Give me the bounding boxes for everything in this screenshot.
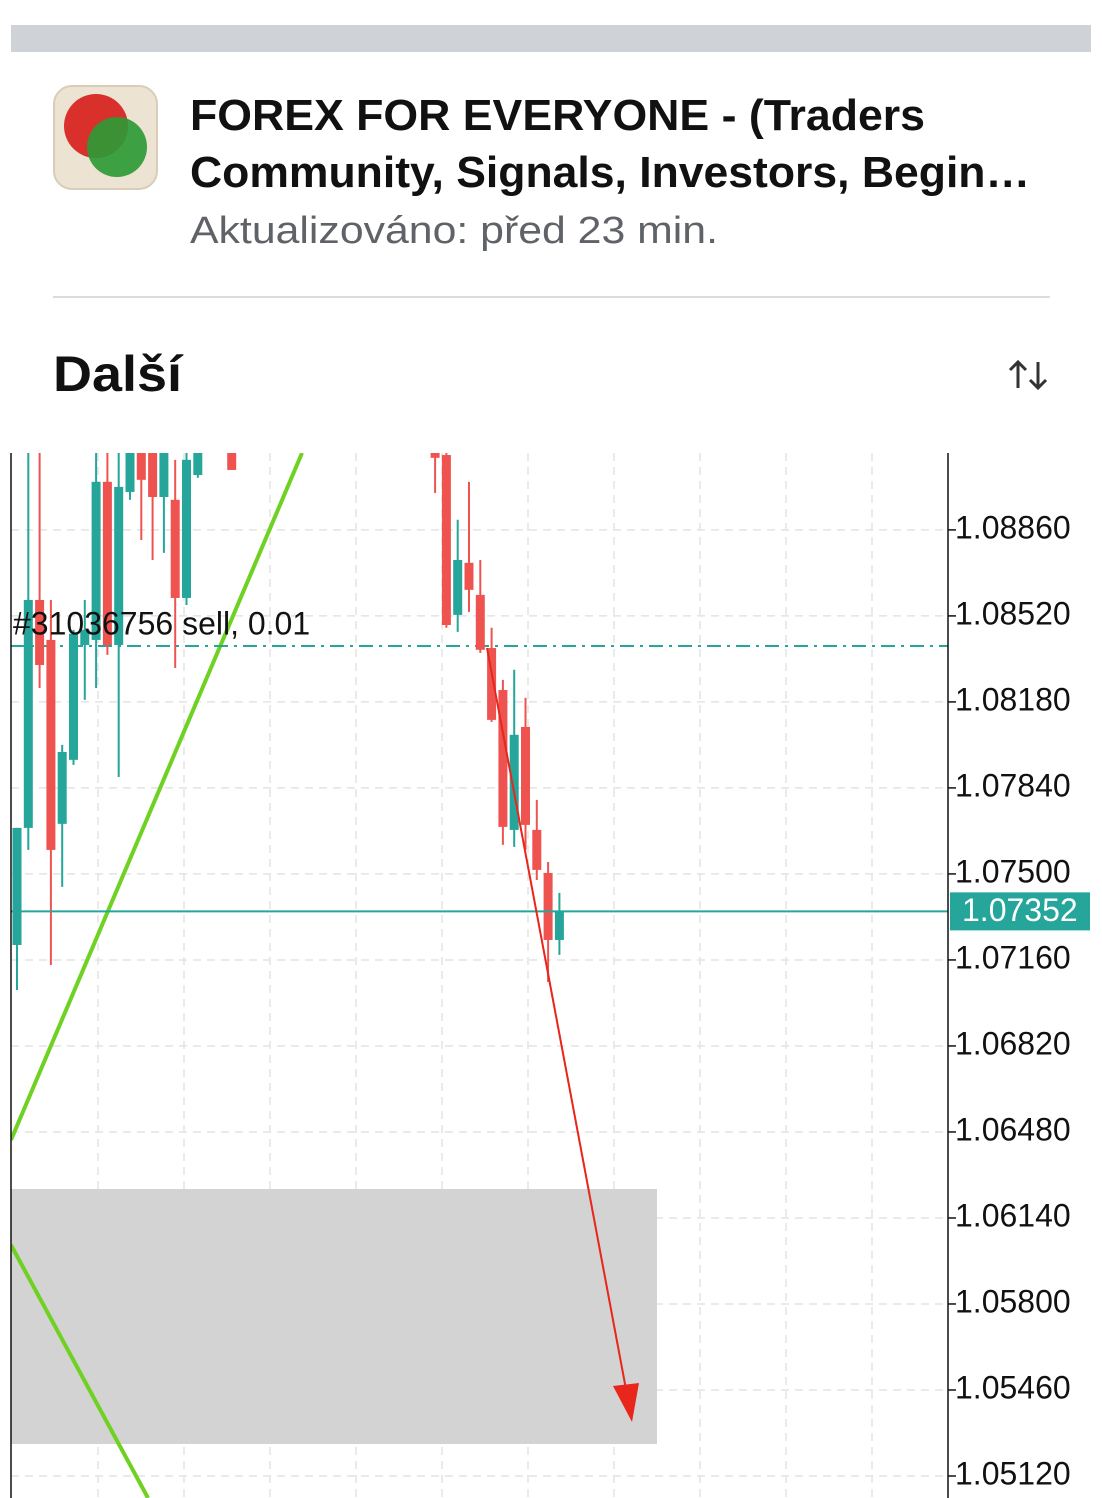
zone bbox=[11, 1189, 657, 1444]
candle-body bbox=[464, 562, 474, 590]
candle-body bbox=[543, 872, 553, 940]
y-tick-label: 1.07160 bbox=[955, 939, 1071, 975]
candle-body bbox=[487, 648, 497, 720]
section-title: Další bbox=[53, 346, 184, 402]
y-tick-label: 1.06820 bbox=[955, 1025, 1071, 1061]
candle-body bbox=[475, 594, 485, 650]
y-tick-label: 1.07500 bbox=[955, 853, 1071, 889]
candle-body bbox=[57, 752, 67, 824]
plot-area: #31036756 sell, 0.01 bbox=[11, 453, 948, 1498]
candle-body bbox=[441, 455, 451, 626]
candle-body bbox=[170, 499, 180, 598]
candle-body bbox=[521, 726, 530, 825]
title: FOREX FOR EVERYONE - (Traders bbox=[190, 91, 925, 140]
candle-body bbox=[148, 453, 158, 498]
sort-icon[interactable] bbox=[1008, 359, 1048, 391]
candle-body bbox=[12, 827, 22, 946]
candle-body bbox=[91, 481, 101, 640]
app-icon[interactable] bbox=[53, 85, 158, 190]
y-tick-label: 1.08520 bbox=[955, 595, 1071, 631]
y-tick-label: 1.05800 bbox=[955, 1283, 1071, 1319]
trend-line bbox=[11, 453, 304, 1141]
price-badge bbox=[950, 892, 1090, 931]
chart: #31036756 sell, 0.01 1.08860 1.08520 1.0818… bbox=[10, 453, 1090, 1498]
candle-body bbox=[102, 481, 112, 646]
candle-body bbox=[23, 599, 33, 828]
candle-body bbox=[193, 453, 203, 476]
candle-body bbox=[35, 599, 45, 665]
subtitle: Aktualizováno: před 23 min. bbox=[190, 210, 718, 252]
arrow-head bbox=[613, 1383, 639, 1422]
candle-body bbox=[69, 633, 78, 760]
candle-body bbox=[509, 734, 519, 830]
y-tick-label: 1.06140 bbox=[955, 1197, 1071, 1233]
candle-body bbox=[136, 453, 146, 480]
candle-body bbox=[430, 453, 440, 458]
candle-body bbox=[80, 629, 90, 646]
y-tick-label: 1.05460 bbox=[955, 1369, 1071, 1405]
y-tick-label: 1.05120 bbox=[955, 1455, 1071, 1491]
arrow-line bbox=[486, 647, 629, 1401]
candle-body bbox=[114, 486, 124, 646]
price-label: 1.07352 bbox=[962, 892, 1078, 928]
trend-line bbox=[11, 1244, 150, 1498]
y-axis: 1.08860 1.08520 1.08180 1.07840 1.07500 1.071… bbox=[948, 509, 1071, 1491]
y-tick-label: 1.07840 bbox=[955, 767, 1071, 803]
y-tick-label: 1.08860 bbox=[955, 509, 1071, 545]
status-bar bbox=[11, 25, 1091, 52]
order-label: #31036756 sell, 0.01 bbox=[13, 605, 310, 641]
candle-body bbox=[498, 690, 508, 827]
candle-body bbox=[46, 639, 56, 850]
candle-body bbox=[532, 829, 542, 870]
candle-body bbox=[125, 453, 135, 492]
title: Community, Signals, Investors, Begin… bbox=[190, 148, 1030, 197]
candle-body bbox=[159, 453, 169, 498]
candle-body bbox=[182, 459, 191, 598]
y-tick-label: 1.06480 bbox=[955, 1111, 1071, 1147]
candle-body bbox=[453, 560, 463, 615]
y-tick-label: 1.08180 bbox=[955, 681, 1071, 717]
candle-body bbox=[554, 911, 564, 940]
candle-body bbox=[227, 453, 237, 470]
